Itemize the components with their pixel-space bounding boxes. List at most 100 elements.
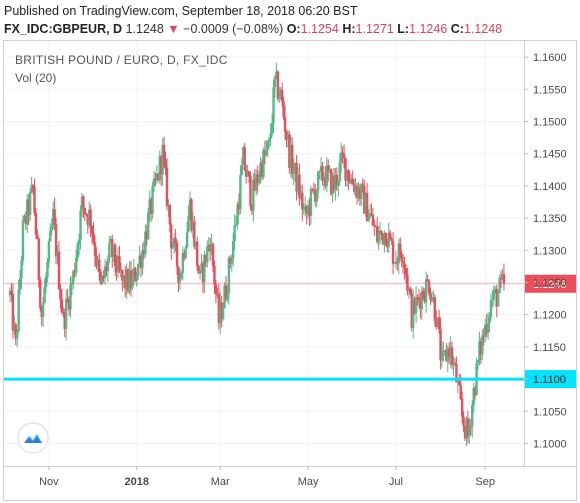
open-label: O: [286,22,301,36]
candle-body [229,258,232,264]
y-tick-label: 1.1300 [533,245,567,257]
volume-indicator-label[interactable]: Vol (20) [15,71,57,85]
candle-body [440,352,444,361]
candle-body [203,254,206,283]
candle-body [288,134,291,168]
candle-body [59,288,62,300]
candle-body [260,162,264,178]
candle-body [374,226,377,228]
candle-body [501,274,504,279]
candle-body [315,190,318,202]
candle-body [318,171,321,173]
candle-body [358,187,362,199]
candle-body [147,212,150,240]
candle-body [102,275,105,279]
candle-body [168,204,172,225]
candle-body [347,170,350,181]
candle-body [390,238,393,242]
candle-body [242,147,245,165]
candle-body [239,175,242,210]
candle-body [49,230,52,242]
price-axis[interactable]: 1.1600 1.1550 1.1500 1.1450 1.1400 1.1350 1.13… [524,52,567,450]
candle-body [289,144,292,168]
candle-body [489,300,493,317]
candle-body [305,206,308,214]
candle-body [262,150,265,178]
chart-title: BRITISH POUND / EURO, D, FX_IDC [15,53,228,67]
candle-body [396,261,399,264]
candle-body [352,184,356,192]
candle-body [340,152,343,163]
candle-body [129,270,133,288]
candle-body [63,312,66,329]
candle-body [220,302,223,320]
candle-body [452,362,455,365]
candle-body [322,177,326,181]
candle-body [446,348,449,362]
symbol-label: FX_IDC:GBPEUR, D [4,22,123,36]
last-price: 1.1248 [125,22,164,36]
candle-body [21,220,25,261]
candle-body [40,308,43,318]
candle-body [430,299,434,301]
symbol-info-bar: FX_IDC:GBPEUR, D 1.1248 ▼ −0.0009 (−0.08… [4,22,502,36]
time-axis[interactable]: Nov 2018 Mar May Jul Sep [39,466,495,488]
candle-body [350,178,353,183]
x-tick-label: Mar [211,476,230,488]
candle-body [30,185,33,192]
candle-body [321,165,324,181]
candle-body [181,253,184,273]
candle-body [324,177,327,187]
high-label: H: [342,22,356,36]
tradingview-logo-icon[interactable] [17,422,49,454]
candle-body [47,241,51,262]
candle-body [28,191,32,216]
candle-body [180,272,183,279]
candle-body [86,214,89,225]
candle-body [204,254,208,263]
candle-body [131,276,134,288]
candle-body [263,150,267,155]
candle-body [148,199,151,213]
candle-body [187,215,190,232]
y-tick-label: 1.1400 [533,181,567,193]
current-price-tag-label: 1.1248 [533,279,567,291]
candle-body [380,230,383,234]
y-tick-label: 1.1000 [533,438,567,450]
candle-body [404,268,408,275]
candle-body [427,281,431,294]
candle-body [373,225,376,227]
candle-body [448,348,451,358]
candle-body [306,205,310,214]
candle-body [118,256,121,270]
candle-body [132,268,136,277]
candle-body [436,317,439,327]
candle-body [301,192,304,210]
candle-body [462,416,465,427]
y-tick-label: 1.1350 [533,213,567,225]
candle-body [234,224,238,226]
candle-body [64,298,68,329]
y-tick-label: 1.1100 [533,374,566,386]
candle-body [394,261,398,264]
candle-body [401,261,405,264]
candle-body [453,362,457,364]
candle-body [406,274,409,291]
candle-body [75,257,78,273]
candle-body [223,285,226,308]
candle-body [190,199,193,231]
candle-body [484,324,487,337]
candle-body [363,186,366,214]
candle-body [450,347,454,365]
candle-body [103,266,107,279]
candle-body [426,279,429,282]
candle-body [44,276,48,288]
candle-body [112,244,115,258]
candle-body [83,207,87,214]
grid [4,41,524,466]
candle-body [62,311,65,313]
candle-body [210,243,213,251]
candle-body [160,156,163,175]
candle-body [371,214,375,226]
